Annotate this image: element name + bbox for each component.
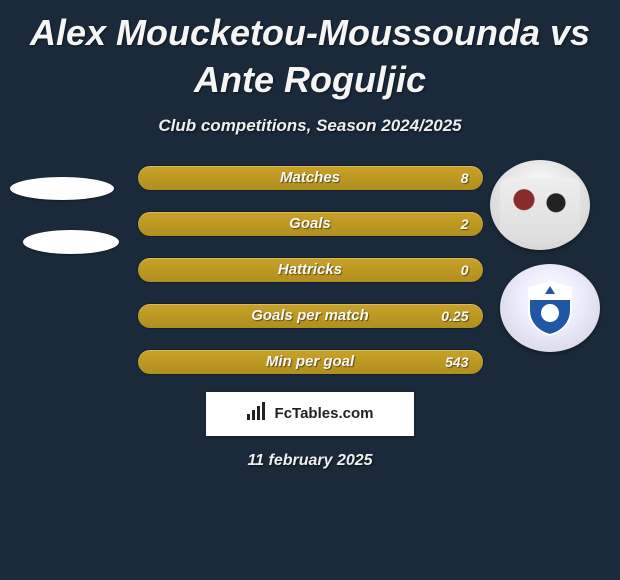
- player-avatar-left-2: [23, 230, 119, 254]
- page-title: Alex Moucketou-Moussounda vs Ante Rogulj…: [8, 10, 612, 104]
- date: 11 february 2025: [247, 452, 372, 470]
- stat-value-right: 0: [461, 262, 469, 278]
- stat-label: Matches: [280, 169, 340, 186]
- stat-label: Goals: [289, 215, 331, 232]
- brand-badge[interactable]: FcTables.com: [206, 392, 414, 436]
- stat-label: Hattricks: [278, 261, 342, 278]
- club-crest-right: [500, 264, 600, 352]
- brand-text: FcTables.com: [275, 405, 374, 422]
- stat-row-goals: Goals 2: [138, 212, 483, 236]
- stat-value-right: 2: [461, 216, 469, 232]
- shield-icon: [525, 280, 575, 336]
- stat-value-right: 543: [445, 354, 468, 370]
- bars-icon: [247, 402, 269, 425]
- stat-label: Min per goal: [266, 353, 354, 370]
- subtitle: Club competitions, Season 2024/2025: [158, 116, 461, 136]
- stat-label: Goals per match: [251, 307, 369, 324]
- player-avatar-left-1: [10, 177, 114, 200]
- stat-value-right: 0.25: [441, 308, 468, 324]
- stat-row-matches: Matches 8: [138, 166, 483, 190]
- stat-row-min-per-goal: Min per goal 543: [138, 350, 483, 374]
- stat-row-goals-per-match: Goals per match 0.25: [138, 304, 483, 328]
- stat-row-hattricks: Hattricks 0: [138, 258, 483, 282]
- stat-value-right: 8: [461, 170, 469, 186]
- player-avatar-right-1: [490, 160, 590, 250]
